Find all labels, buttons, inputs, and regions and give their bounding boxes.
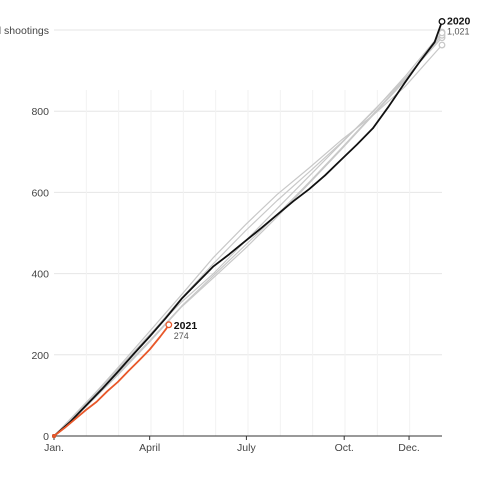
x-tick-label: Oct.: [335, 442, 354, 454]
y-tick-label: 800: [31, 106, 49, 118]
end-label-value: 1,021: [447, 26, 470, 36]
series-line-2021: [53, 324, 170, 437]
end-label-value: 274: [174, 331, 189, 341]
start-dot: [52, 434, 56, 438]
y-tick-label: 600: [31, 187, 49, 199]
end-label-year: 2021: [174, 320, 198, 332]
y-tick-label: 0: [43, 431, 49, 443]
end-marker-prior-year: [438, 41, 446, 49]
series-lines: [52, 18, 446, 438]
end-label-year: 2020: [447, 15, 471, 27]
y-tick-label: 200: [31, 350, 49, 362]
series-line-prior-year: [53, 34, 443, 437]
end-marker-2021: [165, 321, 173, 329]
x-tick-label: Jan.: [44, 442, 64, 454]
series-line-prior-year: [53, 32, 443, 437]
x-tick-label: July: [237, 442, 256, 454]
end-marker-prior-year: [438, 29, 446, 37]
series-line-2020: [53, 21, 443, 437]
axes: 0 200 400 600 800 1,000 total shootings Jan. Ap…: [0, 25, 442, 454]
gridlines: [54, 29, 442, 437]
y-tick-label: 400: [31, 269, 49, 281]
x-tick-label: April: [139, 442, 160, 454]
x-tick-label: Dec.: [398, 442, 420, 454]
end-marker-2020: [438, 18, 446, 25]
y-tick-label: 1,000 total shootings: [0, 25, 49, 37]
